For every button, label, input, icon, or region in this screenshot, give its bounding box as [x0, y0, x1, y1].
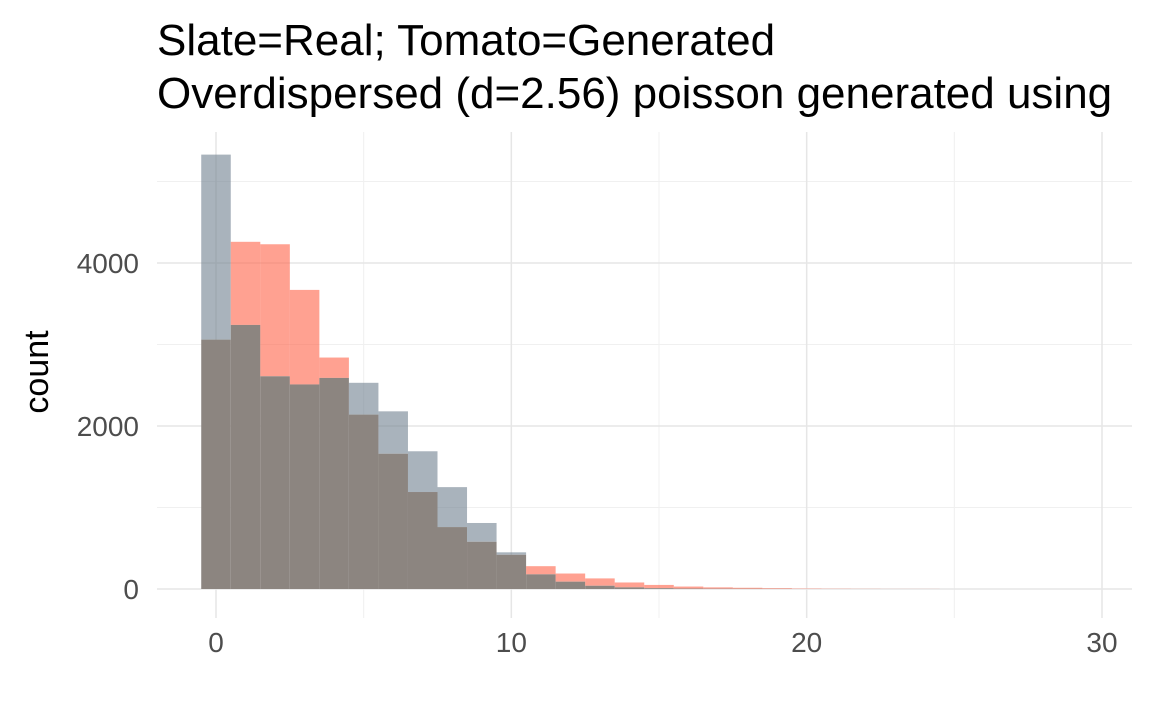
bars-layer — [201, 154, 940, 589]
real-bar — [348, 382, 379, 415]
generated-bar — [230, 241, 261, 325]
generated-bar — [614, 582, 645, 588]
real-bar — [407, 451, 438, 493]
generated-bar — [732, 587, 763, 589]
overlap-bar — [407, 492, 438, 589]
overlap-bar — [230, 324, 261, 589]
x-tick-label: 0 — [208, 627, 224, 658]
generated-bar — [289, 289, 320, 385]
overlap-bar — [260, 376, 290, 589]
overlap-bar — [201, 339, 231, 589]
overlap-bar — [289, 384, 320, 589]
y-tick-label: 2000 — [77, 411, 139, 442]
y-axis-label: count — [18, 330, 56, 414]
generated-bar — [319, 357, 349, 378]
x-tick-label: 30 — [1086, 627, 1117, 658]
overlap-bar — [496, 554, 527, 589]
overlap-bar — [378, 453, 408, 589]
overlap-bar — [319, 377, 349, 589]
overlap-bar — [644, 588, 674, 589]
generated-bar — [260, 244, 290, 377]
generated-bar — [526, 566, 556, 575]
overlap-bar — [467, 541, 497, 589]
overlap-bar — [555, 581, 586, 589]
real-bar — [467, 522, 497, 542]
overlap-bar — [585, 585, 615, 589]
generated-bar — [585, 578, 615, 586]
x-tick-label: 20 — [791, 627, 822, 658]
overlap-bar — [614, 587, 645, 589]
generated-bar — [644, 584, 674, 589]
real-bar — [437, 487, 468, 528]
generated-bar — [703, 587, 733, 589]
real-bar — [378, 411, 408, 454]
real-bar — [496, 552, 527, 555]
y-tick-label: 0 — [123, 574, 139, 605]
overlap-bar — [526, 574, 556, 589]
ticks-layer: 0 10 20 30 0 2000 4000 — [77, 248, 1118, 658]
generated-bar — [762, 588, 792, 589]
chart-title: Slate=Real; Tomato=Generated — [157, 16, 775, 65]
x-tick-label: 10 — [496, 627, 527, 658]
real-bar — [201, 154, 231, 340]
generated-bar — [673, 586, 704, 589]
generated-bar — [555, 573, 586, 582]
overlap-bar — [348, 414, 379, 589]
chart-subtitle: Overdispersed (d=2.56) poisson generated… — [157, 69, 1112, 118]
overlap-bar — [437, 527, 468, 589]
y-tick-label: 4000 — [77, 248, 139, 279]
